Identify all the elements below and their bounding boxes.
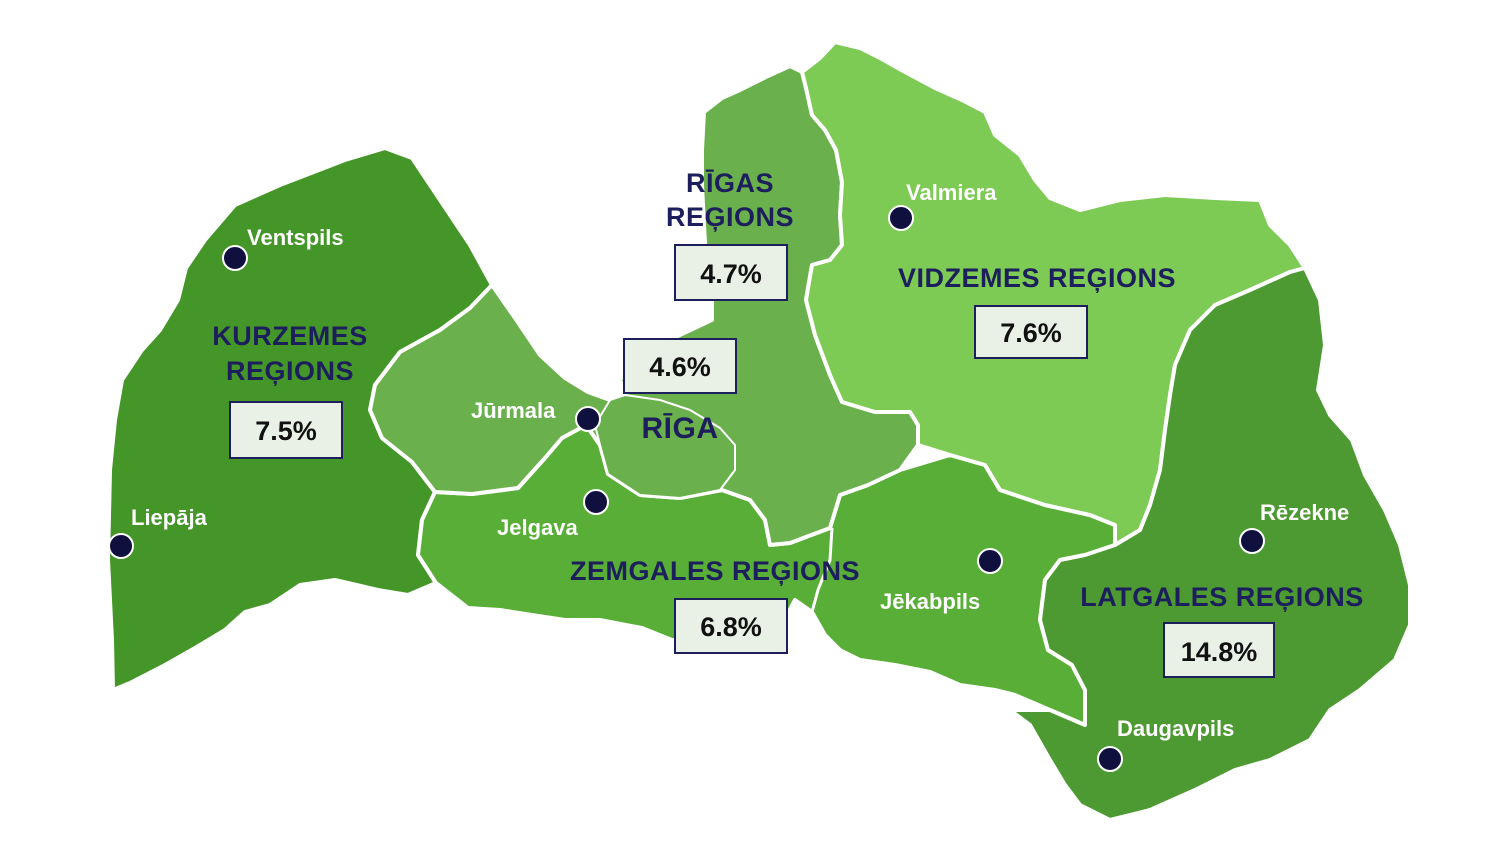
rezekne-marker-icon	[1239, 528, 1265, 554]
jelgava-marker-icon	[583, 489, 609, 515]
valmiera-label: Valmiera	[906, 180, 997, 205]
city-liepaja[interactable]: Liepāja	[108, 505, 208, 559]
rigas-label-line2: REĢIONS	[666, 202, 794, 232]
jurmala-label: Jūrmala	[471, 398, 556, 423]
liepaja-label: Liepāja	[131, 505, 208, 530]
kurzeme-label-line2: REĢIONS	[226, 356, 354, 386]
kurzeme-label-line1: KURZEMES	[212, 321, 368, 351]
rezekne-label: Rēzekne	[1260, 500, 1349, 525]
vidzeme-value: 7.6%	[1000, 318, 1062, 348]
riga-label: RĪGA	[642, 412, 719, 445]
city-jurmala[interactable]: Jūrmala	[471, 398, 601, 432]
zemgale-label: ZEMGALES REĢIONS	[570, 556, 860, 586]
valmiera-marker-icon	[888, 205, 914, 231]
zemgale-value-box: 6.8%	[674, 598, 788, 654]
latgale-value-box: 14.8%	[1163, 622, 1275, 678]
rigas-value: 4.7%	[700, 259, 762, 289]
latgale-label: LATGALES REĢIONS	[1080, 582, 1364, 612]
kurzeme-value: 7.5%	[255, 416, 317, 446]
vidzeme-label: VIDZEMES REĢIONS	[898, 263, 1176, 293]
jelgava-label: Jelgava	[497, 515, 578, 540]
latgale-value: 14.8%	[1181, 637, 1258, 667]
jekabpils-marker-icon	[977, 548, 1003, 574]
zemgale-value: 6.8%	[700, 612, 762, 642]
jurmala-marker-icon	[575, 406, 601, 432]
vidzeme-value-box: 7.6%	[974, 305, 1088, 359]
daugavpils-label: Daugavpils	[1117, 716, 1234, 741]
city-rezekne[interactable]: Rēzekne	[1239, 500, 1349, 554]
rigas-label-line1: RĪGAS	[686, 168, 774, 198]
ventspils-marker-icon	[222, 245, 248, 271]
kurzeme-value-box: 7.5%	[229, 401, 343, 459]
zemgale-inner-border	[810, 527, 834, 613]
region-latgale[interactable]	[1008, 266, 1412, 822]
riga-value-box: 4.6%	[623, 338, 737, 394]
city-valmiera[interactable]: Valmiera	[888, 180, 997, 231]
region-riga-city[interactable]	[594, 394, 736, 499]
ventspils-label: Ventspils	[247, 225, 344, 250]
daugavpils-marker-icon	[1097, 746, 1123, 772]
city-jelgava[interactable]: Jelgava	[497, 489, 609, 540]
riga-value: 4.6%	[649, 352, 711, 382]
city-ventspils[interactable]: Ventspils	[222, 225, 344, 271]
liepaja-marker-icon	[108, 533, 134, 559]
rigas-value-box: 4.7%	[674, 244, 788, 301]
city-daugavpils[interactable]: Daugavpils	[1097, 716, 1234, 772]
jekabpils-label: Jēkabpils	[880, 589, 980, 614]
city-jekabpils[interactable]: Jēkabpils	[880, 548, 1003, 614]
